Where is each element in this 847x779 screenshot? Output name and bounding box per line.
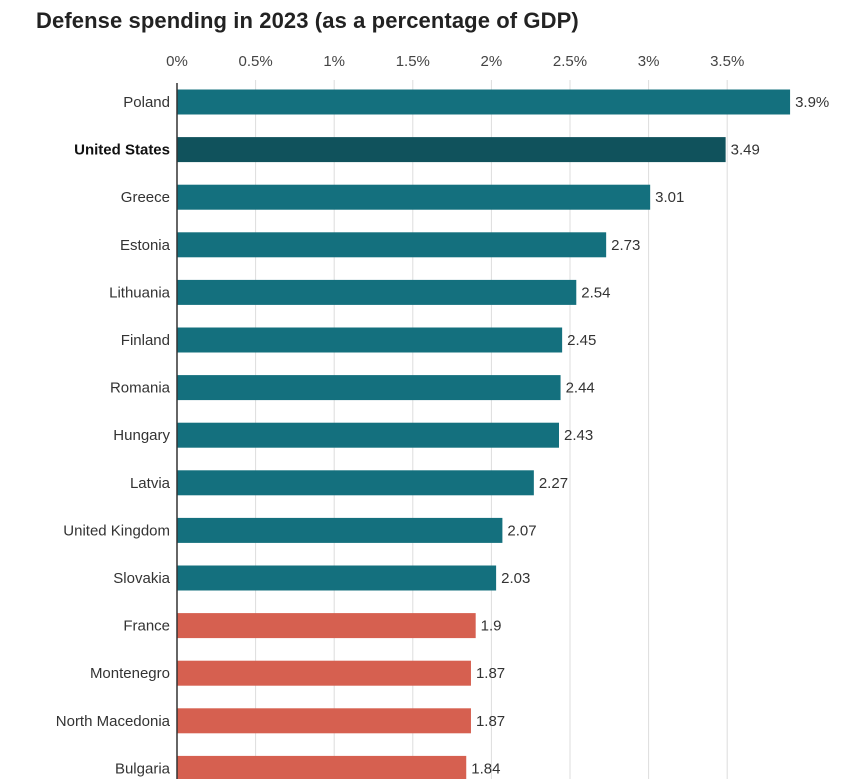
value-label: 1.87 [476,713,505,730]
bar [177,565,497,591]
category-label: Finland [121,332,170,349]
value-label: 2.54 [581,284,610,301]
value-label: 3.9% [795,94,829,111]
category-label: Montenegro [90,665,170,682]
x-tick-label: 2% [481,53,503,70]
value-label: 2.44 [566,380,595,397]
bar [177,184,651,210]
bar [177,613,476,639]
value-label: 2.07 [507,522,536,539]
chart-title: Defense spending in 2023 (as a percentag… [36,8,579,33]
value-label: 1.9 [481,618,502,635]
value-label: 2.03 [501,570,530,587]
bar [177,755,467,779]
value-label: 2.45 [567,332,596,349]
category-label: Romania [110,380,171,397]
category-label: France [123,618,170,635]
bar [177,708,471,734]
category-label: Greece [121,189,170,206]
category-label: Poland [123,94,170,111]
bar [177,327,563,353]
category-label: North Macedonia [56,713,171,730]
bar [177,279,577,305]
x-tick-label: 1% [323,53,345,70]
value-label: 3.01 [655,189,684,206]
category-label: Latvia [130,475,171,492]
category-labels: Poland United States Greece Estonia Lithuani… [56,94,171,777]
category-label: Slovakia [113,570,170,587]
value-label: 2.27 [539,475,568,492]
bar [177,470,534,496]
value-label: 1.84 [471,760,500,777]
bar [177,660,471,686]
value-label: 2.73 [611,237,640,254]
value-label: 3.49 [731,142,760,159]
value-labels: 3.9% 3.49 3.01 2.73 2.54 2.45 2.44 2.43 2.27 2.07… [471,94,829,777]
bar [177,232,607,258]
bar [177,517,503,543]
bar [177,89,791,115]
bar [177,137,726,163]
category-label: Bulgaria [115,760,171,777]
x-tick-label: 2.5% [553,53,587,70]
x-tick-label: 0.5% [238,53,272,70]
bar [177,375,561,401]
bars [177,89,791,779]
category-label: United States [74,142,170,159]
x-axis-ticks: 0% 0.5% 1% 1.5% 2% 2.5% 3% 3.5% [166,53,744,70]
bar [177,422,559,448]
category-label: Hungary [113,427,170,444]
category-label: Estonia [120,237,171,254]
value-label: 2.43 [564,427,593,444]
value-label: 1.87 [476,665,505,682]
x-tick-label: 3% [638,53,660,70]
category-label: United Kingdom [63,522,170,539]
x-tick-label: 0% [166,53,188,70]
category-label: Lithuania [109,284,171,301]
x-tick-label: 1.5% [396,53,430,70]
x-tick-label: 3.5% [710,53,744,70]
